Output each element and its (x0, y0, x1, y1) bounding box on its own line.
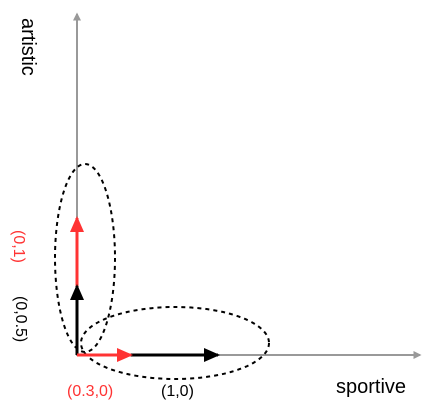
x-axis-label: sportive (336, 376, 406, 398)
vector-label-0-3-0: (0.3,0) (67, 383, 113, 400)
vector-label-0-0-5: (0,0.5) (12, 296, 29, 342)
horizontal-cluster-ellipse (80, 306, 270, 380)
vertical-cluster-ellipse (54, 163, 116, 353)
y-axis-label: artistic (17, 18, 39, 76)
vector-label-1-0: (1,0) (161, 383, 194, 400)
vector-label-0-1: (0,1) (10, 230, 27, 263)
